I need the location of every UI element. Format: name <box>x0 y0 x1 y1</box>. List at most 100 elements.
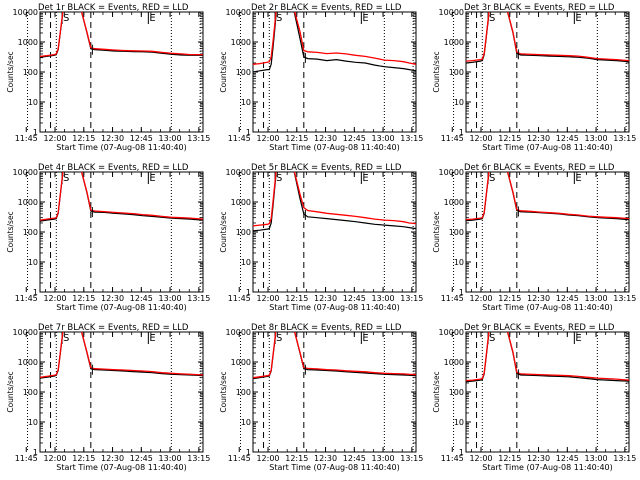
x-tick-label: 13:00 <box>372 134 395 143</box>
panel-3: Det 3r BLACK = Events, RED = LLD 1 10 100 10… <box>432 3 636 152</box>
x-tick-label: 13:00 <box>585 134 608 143</box>
y-tick-label: 10 <box>454 98 464 107</box>
marker-label-s: S <box>63 13 69 24</box>
marker-label-e: E <box>362 13 368 24</box>
x-tick-label: 12:00 <box>256 294 279 303</box>
marker-label-e: E <box>362 173 368 184</box>
y-axis-label: Counts/sec <box>432 51 441 92</box>
y-tick-label: 10000 <box>13 168 38 177</box>
y-tick-label: 10000 <box>439 8 464 17</box>
plot-frame <box>252 331 417 453</box>
panel-title: Det 7r BLACK = Events, RED = LLD <box>38 323 189 333</box>
marker-label-e: E <box>575 13 581 24</box>
y-axis-label: Counts/sec <box>6 371 15 412</box>
x-tick-label: 12:15 <box>285 134 308 143</box>
x-tick-label: 13:15 <box>613 294 636 303</box>
x-tick-label: 12:45 <box>343 454 366 463</box>
x-tick-label: 12:45 <box>343 134 366 143</box>
panel-9: Det 9r BLACK = Events, RED = LLD 1 10 100 10… <box>432 323 636 472</box>
x-axis-label: Start Time (07-Aug-08 11:40:40) <box>56 463 187 472</box>
x-tick-label: 11:45 <box>15 454 38 463</box>
marker-label-e: E <box>575 173 581 184</box>
x-tick-label: 13:00 <box>159 134 182 143</box>
x-tick-label: 12:30 <box>527 294 550 303</box>
y-tick-label: 100 <box>449 68 464 77</box>
x-tick-label: 13:00 <box>585 454 608 463</box>
y-tick-label: 100 <box>449 228 464 237</box>
x-tick-label: 13:00 <box>372 294 395 303</box>
marker-label-s: S <box>276 173 282 184</box>
x-tick-label: 12:15 <box>285 454 308 463</box>
x-tick-label: 11:45 <box>15 294 38 303</box>
y-tick-label: 100 <box>23 228 38 237</box>
x-tick-label: 11:45 <box>441 454 464 463</box>
plot-frame <box>39 11 204 133</box>
y-tick-label: 1 <box>246 128 251 137</box>
x-tick-label: 13:15 <box>400 294 423 303</box>
x-tick-label: 11:45 <box>15 134 38 143</box>
series-lld-red <box>466 12 629 62</box>
series-lld-red <box>253 332 416 379</box>
marker-label-s: S <box>489 333 495 344</box>
x-tick-label: 11:45 <box>441 134 464 143</box>
x-tick-label: 13:00 <box>372 454 395 463</box>
x-tick-label: 13:15 <box>187 134 210 143</box>
x-axis-label: Start Time (07-Aug-08 11:40:40) <box>269 463 400 472</box>
panel-title: Det 9r BLACK = Events, RED = LLD <box>464 323 615 333</box>
marker-label-s: S <box>276 13 282 24</box>
x-tick-label: 13:00 <box>585 294 608 303</box>
x-tick-label: 12:00 <box>43 134 66 143</box>
plot-frame <box>39 331 204 453</box>
x-tick-label: 13:15 <box>400 454 423 463</box>
y-tick-label: 100 <box>23 68 38 77</box>
x-axis-label: Start Time (07-Aug-08 11:40:40) <box>482 143 613 152</box>
panel-4: Det 4r BLACK = Events, RED = LLD 1 10 100 10… <box>6 163 210 312</box>
x-tick-label: 12:00 <box>256 454 279 463</box>
x-tick-label: 12:00 <box>43 454 66 463</box>
plot-frame <box>39 171 204 293</box>
y-tick-label: 1 <box>33 128 38 137</box>
y-tick-label: 10 <box>241 98 251 107</box>
series-lld-red <box>466 172 629 221</box>
plot-frame <box>465 331 630 453</box>
y-tick-label: 10000 <box>439 328 464 337</box>
marker-label-e: E <box>575 333 581 344</box>
marker-label-s: S <box>63 173 69 184</box>
y-axis-label: Counts/sec <box>432 371 441 412</box>
x-axis-label: Start Time (07-Aug-08 11:40:40) <box>56 303 187 312</box>
y-tick-label: 10 <box>454 418 464 427</box>
x-tick-label: 12:00 <box>43 294 66 303</box>
x-tick-label: 13:15 <box>187 294 210 303</box>
x-tick-label: 13:00 <box>159 454 182 463</box>
marker-label-e: E <box>149 13 155 24</box>
plot-frame <box>252 171 417 293</box>
y-axis-label: Counts/sec <box>219 51 228 92</box>
marker-label-s: S <box>489 173 495 184</box>
marker-label-s: S <box>489 13 495 24</box>
marker-label-e: E <box>149 173 155 184</box>
x-tick-label: 12:45 <box>343 294 366 303</box>
y-tick-label: 1 <box>33 288 38 297</box>
series-lld-red <box>40 172 203 221</box>
y-tick-label: 100 <box>236 388 251 397</box>
x-tick-label: 12:30 <box>314 134 337 143</box>
y-axis-label: Counts/sec <box>6 211 15 252</box>
y-axis-label: Counts/sec <box>432 211 441 252</box>
marker-label-e: E <box>149 333 155 344</box>
plot-frame <box>465 11 630 133</box>
series-events-black <box>253 12 416 73</box>
y-tick-label: 10 <box>28 98 38 107</box>
y-tick-label: 10000 <box>13 8 38 17</box>
x-tick-label: 13:00 <box>159 294 182 303</box>
panel-title: Det 1r BLACK = Events, RED = LLD <box>38 3 189 13</box>
x-tick-label: 12:45 <box>130 134 153 143</box>
panel-1: Det 1r BLACK = Events, RED = LLD 1 10 100 10… <box>6 3 210 152</box>
x-tick-label: 12:30 <box>527 134 550 143</box>
y-tick-label: 10 <box>454 258 464 267</box>
y-axis-label: Counts/sec <box>219 211 228 252</box>
x-tick-label: 13:15 <box>187 454 210 463</box>
y-tick-label: 10 <box>241 418 251 427</box>
marker-label-s: S <box>276 333 282 344</box>
series-lld-red <box>253 172 416 227</box>
